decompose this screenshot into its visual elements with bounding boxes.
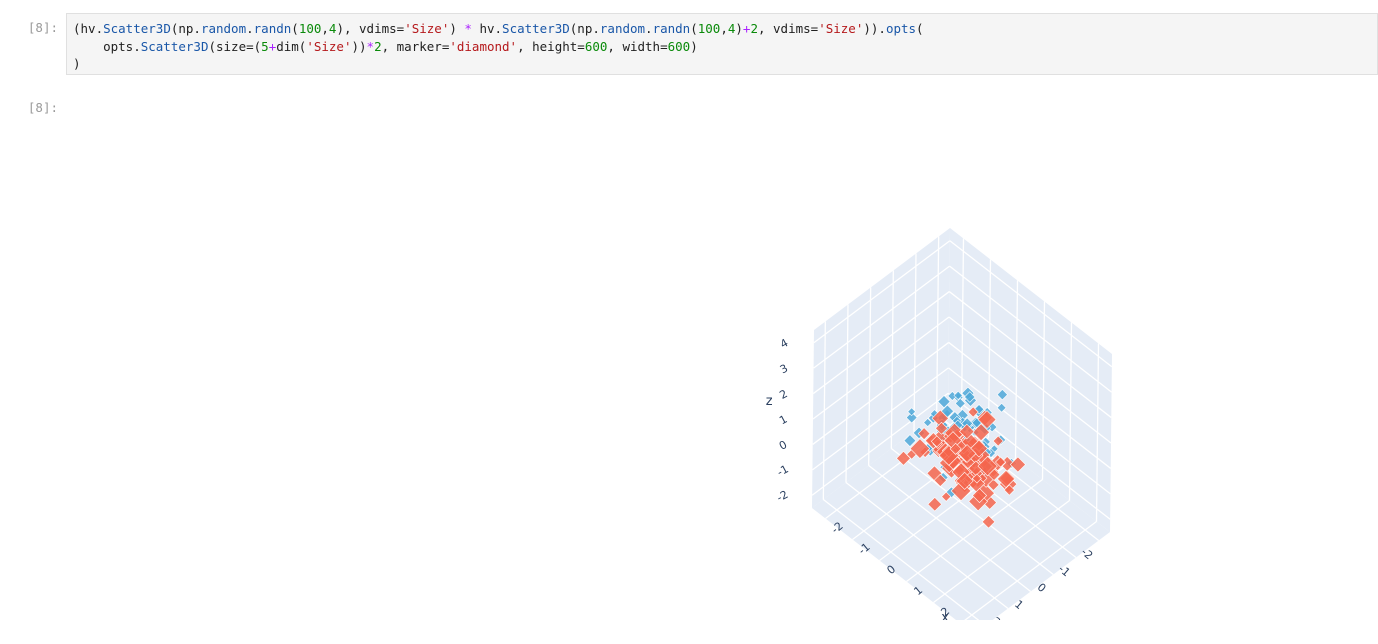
scatter-point[interactable] xyxy=(903,434,917,448)
scatter-point[interactable] xyxy=(959,423,975,440)
gridline xyxy=(890,447,1054,576)
scatter-point[interactable] xyxy=(907,407,916,416)
scatter-point[interactable] xyxy=(1003,484,1015,496)
gridline xyxy=(813,240,951,344)
scatter-point[interactable] xyxy=(941,491,952,502)
gridline xyxy=(822,498,986,627)
scatter-point[interactable] xyxy=(992,435,1004,447)
scatter-point[interactable] xyxy=(927,497,943,512)
z-tick-label: 1 xyxy=(777,413,789,428)
scatter-point[interactable] xyxy=(981,515,996,529)
scatter-point[interactable] xyxy=(967,406,979,418)
gridline xyxy=(948,341,1112,469)
scatter-point[interactable] xyxy=(977,455,998,477)
gridline xyxy=(948,291,1112,419)
code-line: ) xyxy=(73,56,81,71)
gridline xyxy=(812,291,950,395)
gridline xyxy=(949,240,1113,368)
z-axis-title: z xyxy=(766,394,773,409)
scatter-point[interactable] xyxy=(953,390,963,401)
code-line: (hv.Scatter3D(np.random.randn(100,4), vd… xyxy=(73,21,924,36)
plot-points[interactable] xyxy=(896,386,1026,529)
scatter-point[interactable] xyxy=(917,427,931,440)
code-editor[interactable]: (hv.Scatter3D(np.random.randn(100,4), vd… xyxy=(66,13,1378,75)
scatter-point[interactable] xyxy=(957,444,977,463)
gridline xyxy=(906,478,1043,583)
scatter-point[interactable] xyxy=(995,456,1006,468)
gridline xyxy=(948,367,1111,495)
scatter-point[interactable] xyxy=(923,418,933,428)
gridline xyxy=(960,520,1097,625)
gridline xyxy=(813,265,950,369)
gridline xyxy=(812,341,950,445)
scatter-point[interactable] xyxy=(972,423,990,442)
z-tick-label: 2 xyxy=(778,387,790,402)
input-prompt: [8]: xyxy=(27,20,58,35)
scatter-point[interactable] xyxy=(949,442,962,455)
z-tick-label: -2 xyxy=(775,488,791,505)
scatter-point[interactable] xyxy=(909,438,931,459)
gridline xyxy=(812,316,950,420)
scatter-point[interactable] xyxy=(1009,456,1026,473)
gridline xyxy=(949,265,1112,393)
gridline xyxy=(868,464,1032,593)
scatter-point[interactable] xyxy=(933,473,947,487)
scatter-point[interactable] xyxy=(930,435,943,448)
output-prompt: [8]: xyxy=(27,100,58,115)
scatter-point[interactable] xyxy=(996,469,1016,488)
scatter-point[interactable] xyxy=(996,402,1007,413)
z-tick-label: 3 xyxy=(778,362,790,377)
scatter-point[interactable] xyxy=(972,488,988,504)
scatter-point[interactable] xyxy=(996,389,1008,401)
scatter-point[interactable] xyxy=(987,478,1000,491)
gridline xyxy=(845,481,1009,610)
z-tick-label: 4 xyxy=(778,336,790,351)
gridline xyxy=(812,367,949,471)
gridline xyxy=(948,316,1112,444)
gridline xyxy=(933,499,1070,604)
z-tick-label: -1 xyxy=(775,462,791,479)
scatter-point[interactable] xyxy=(977,410,997,429)
scatter-point[interactable] xyxy=(954,398,966,409)
scatter-point[interactable] xyxy=(937,395,951,409)
scatter-point[interactable] xyxy=(970,439,988,458)
scatter-point[interactable] xyxy=(971,473,982,484)
scatter-point[interactable] xyxy=(905,411,918,424)
gridline xyxy=(811,392,949,496)
scatter-point[interactable] xyxy=(964,391,976,403)
code-line: opts.Scatter3D(size=(5+dim('Size'))*2, m… xyxy=(73,38,698,54)
scatter-point[interactable] xyxy=(935,421,948,435)
x-axis-title: x xyxy=(941,610,949,620)
scatter-point[interactable] xyxy=(955,471,974,490)
floor-wall xyxy=(812,406,1110,634)
z-tick-label: 0 xyxy=(777,438,789,453)
